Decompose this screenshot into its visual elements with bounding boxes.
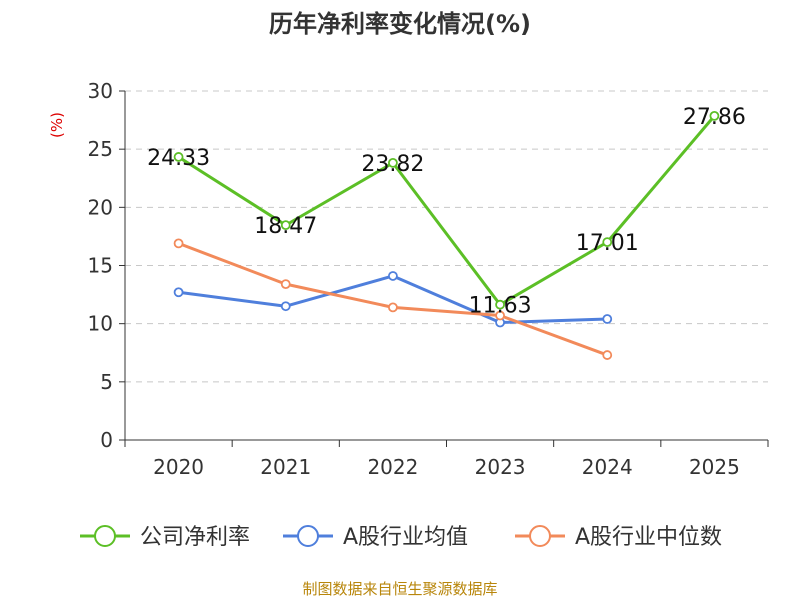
y-tick-label: 0 [100, 428, 113, 452]
data-label: 17.01 [576, 231, 639, 256]
data-label: 24.33 [147, 146, 210, 171]
legend-marker-circle [297, 525, 319, 547]
data-point [495, 310, 505, 321]
data-point [709, 110, 720, 121]
legend-label: A股行业均值 [343, 525, 468, 550]
x-tick-label: 2020 [153, 455, 204, 479]
data-label: 11.63 [469, 294, 532, 319]
source-note: 制图数据来自恒生聚源数据库 [302, 580, 498, 598]
chart-title: 历年净利率变化情况(%) [269, 10, 531, 38]
data-point [495, 299, 505, 310]
y-tick-label: 25 [88, 137, 113, 161]
data-point [388, 271, 398, 281]
y-tick-label: 10 [88, 312, 113, 336]
data-point [280, 279, 291, 290]
data-point [602, 350, 613, 360]
y-tick-label: 20 [88, 195, 113, 219]
data-point [173, 287, 184, 298]
x-tick-label: 2022 [367, 455, 418, 479]
data-point [388, 302, 398, 313]
y-tick-label: 5 [100, 370, 113, 394]
data-point [280, 220, 291, 231]
y-tick-label: 30 [88, 79, 113, 103]
data-label: 18.47 [254, 214, 317, 239]
series-line-1 [178, 274, 608, 325]
y-axis-label: (%) [48, 112, 66, 138]
data-point [388, 157, 398, 168]
legend-marker-circle [94, 525, 116, 547]
legend-label: A股行业中位数 [575, 525, 722, 550]
y-tick-label: 15 [88, 254, 113, 278]
x-tick-label: 2025 [689, 455, 740, 479]
series-line-0 [177, 114, 716, 307]
x-tick-label: 2021 [260, 455, 311, 479]
data-label: 23.82 [361, 152, 424, 177]
data-point [602, 314, 613, 324]
data-point [173, 238, 184, 249]
data-point [280, 301, 291, 312]
legend-label: 公司净利率 [140, 525, 250, 550]
x-tick-label: 2024 [582, 455, 633, 479]
data-point [173, 152, 184, 162]
data-point [602, 237, 613, 248]
legend-marker-circle [529, 525, 551, 547]
x-tick-label: 2023 [475, 455, 526, 479]
data-label: 27.86 [683, 105, 746, 130]
